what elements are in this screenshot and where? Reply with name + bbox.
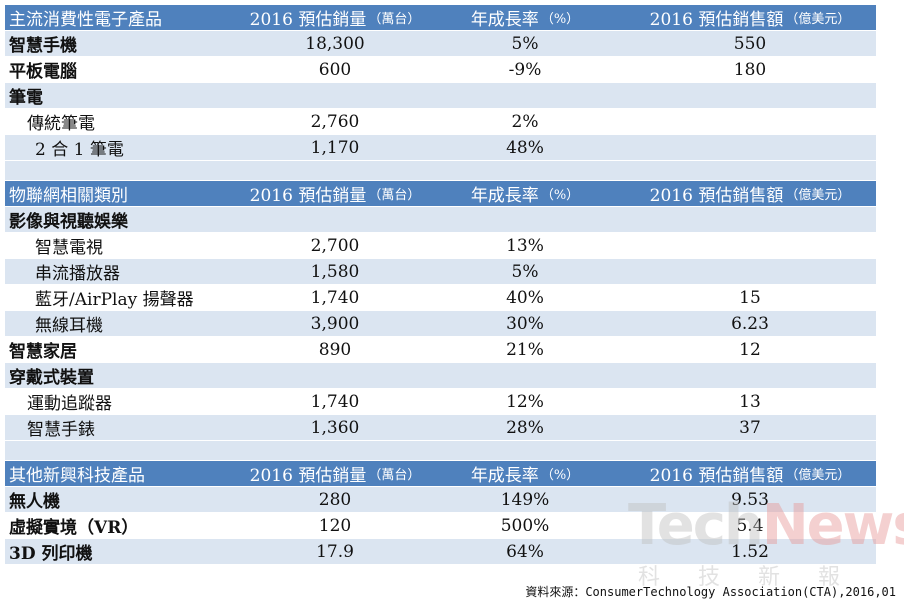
row-label: 3D 列印機 (9, 544, 93, 564)
row-volume: 2,760 (310, 111, 360, 132)
row-revenue (625, 233, 875, 258)
row-revenue: 550 (733, 33, 767, 54)
row-label: 智慧家居 (9, 342, 77, 362)
row-revenue: 6.23 (731, 313, 769, 334)
row-revenue: 1.52 (731, 541, 769, 562)
section-spacer (5, 441, 876, 461)
row-revenue: 9.53 (731, 489, 769, 510)
table-row: 智慧手錶 1,360 28% 37 (5, 415, 876, 441)
row-revenue: 180 (733, 59, 767, 80)
row-volume: 280 (318, 489, 352, 510)
row-volume: 1,740 (310, 391, 360, 412)
section-header-iot: 物聯網相關類別 2016 預估銷量 （萬台） 年成長率 （%） 2016 預估銷售額… (5, 181, 876, 207)
row-growth: 40% (506, 287, 544, 308)
row-volume: 1,580 (310, 261, 360, 282)
row-growth: 5% (511, 261, 539, 282)
row-label: 智慧手錶 (27, 420, 95, 440)
header-category: 其他新興科技產品 (9, 466, 145, 486)
row-label: 運動追蹤器 (27, 394, 112, 414)
header-growth: 年成長率 （%） (470, 10, 580, 30)
row-revenue (625, 109, 875, 134)
section-header-emerging: 其他新興科技產品 2016 預估銷量 （萬台） 年成長率 （%） 2016 預估銷售… (5, 461, 876, 487)
row-label: 串流播放器 (35, 264, 120, 284)
row-growth: -9% (508, 59, 542, 80)
row-revenue: 37 (739, 417, 761, 438)
table-row: 穿戴式裝置 (5, 363, 876, 389)
header-category: 主流消費性電子產品 (9, 10, 162, 30)
row-label: 影像與視聽娛樂 (9, 212, 128, 232)
header-revenue: 2016 預估銷售額 （億美元） (649, 466, 851, 486)
row-volume: 3,900 (310, 313, 360, 334)
table-row: 平板電腦 600 -9% 180 (5, 57, 876, 83)
row-growth: 28% (506, 417, 544, 438)
row-growth: 13% (506, 235, 544, 256)
table-row: 智慧家居 890 21% 12 (5, 337, 876, 363)
header-revenue: 2016 預估銷售額 （億美元） (649, 10, 851, 30)
section-header-mainstream: 主流消費性電子產品 2016 預估銷量 （萬台） 年成長率 （%） 2016 預估銷… (5, 5, 876, 31)
row-label: 無人機 (9, 492, 60, 512)
row-growth: 5% (511, 33, 539, 54)
header-volume: 2016 預估銷量 （萬台） (249, 466, 421, 486)
row-growth: 64% (506, 541, 544, 562)
table-row: 智慧手機 18,300 5% 550 (5, 31, 876, 57)
row-revenue: 5.4 (736, 515, 764, 536)
table-row: 虛擬實境（VR） 120 500% 5.4 (5, 513, 876, 539)
row-volume: 17.9 (316, 541, 354, 562)
header-revenue: 2016 預估銷售額 （億美元） (649, 186, 851, 206)
row-volume: 18,300 (305, 33, 365, 54)
header-category: 物聯網相關類別 (9, 186, 128, 206)
row-growth: 12% (506, 391, 544, 412)
row-label: 藍牙/AirPlay 揚聲器 (35, 290, 194, 310)
row-volume: 2,700 (310, 235, 360, 256)
row-revenue (625, 135, 875, 160)
table-row: 運動追蹤器 1,740 12% 13 (5, 389, 876, 415)
row-growth: 500% (500, 515, 550, 536)
data-table: 主流消費性電子產品 2016 預估銷量 （萬台） 年成長率 （%） 2016 預估銷… (5, 5, 876, 565)
row-volume: 1,170 (310, 137, 360, 158)
table-row: 3D 列印機 17.9 64% 1.52 (5, 539, 876, 565)
table-row: 藍牙/AirPlay 揚聲器 1,740 40% 15 (5, 285, 876, 311)
source-note: 資料來源：ConsumerTechnology Association(CTA)… (525, 585, 896, 599)
row-growth: 2% (511, 111, 539, 132)
row-label: 智慧手機 (9, 36, 77, 56)
row-revenue: 15 (739, 287, 761, 308)
row-label: 筆電 (9, 88, 43, 108)
section-spacer (5, 161, 876, 181)
row-label: 2 合 1 筆電 (35, 140, 124, 160)
row-revenue: 12 (739, 339, 761, 360)
row-volume: 600 (318, 59, 352, 80)
table-row: 無人機 280 149% 9.53 (5, 487, 876, 513)
header-volume: 2016 預估銷量 （萬台） (249, 10, 421, 30)
row-growth: 48% (506, 137, 544, 158)
header-volume: 2016 預估銷量 （萬台） (249, 186, 421, 206)
table-row: 智慧電視 2,700 13% (5, 233, 876, 259)
row-volume: 120 (318, 515, 352, 536)
table-row: 影像與視聽娛樂 (5, 207, 876, 233)
row-label: 智慧電視 (35, 238, 103, 258)
row-label: 虛擬實境（VR） (9, 518, 139, 538)
row-growth: 30% (506, 313, 544, 334)
row-volume: 1,360 (310, 417, 360, 438)
row-growth: 149% (500, 489, 550, 510)
table-row: 串流播放器 1,580 5% (5, 259, 876, 285)
row-volume: 1,740 (310, 287, 360, 308)
header-growth: 年成長率 （%） (470, 466, 580, 486)
table-row: 2 合 1 筆電 1,170 48% (5, 135, 876, 161)
row-label: 無線耳機 (35, 316, 103, 336)
row-revenue: 13 (739, 391, 761, 412)
row-revenue (625, 259, 875, 284)
table-row: 無線耳機 3,900 30% 6.23 (5, 311, 876, 337)
header-growth: 年成長率 （%） (470, 186, 580, 206)
table-row: 筆電 (5, 83, 876, 109)
row-volume: 890 (318, 339, 352, 360)
row-growth: 21% (506, 339, 544, 360)
row-label: 平板電腦 (9, 62, 77, 82)
table-row: 傳統筆電 2,760 2% (5, 109, 876, 135)
row-label: 穿戴式裝置 (9, 368, 94, 388)
row-label: 傳統筆電 (27, 114, 95, 134)
